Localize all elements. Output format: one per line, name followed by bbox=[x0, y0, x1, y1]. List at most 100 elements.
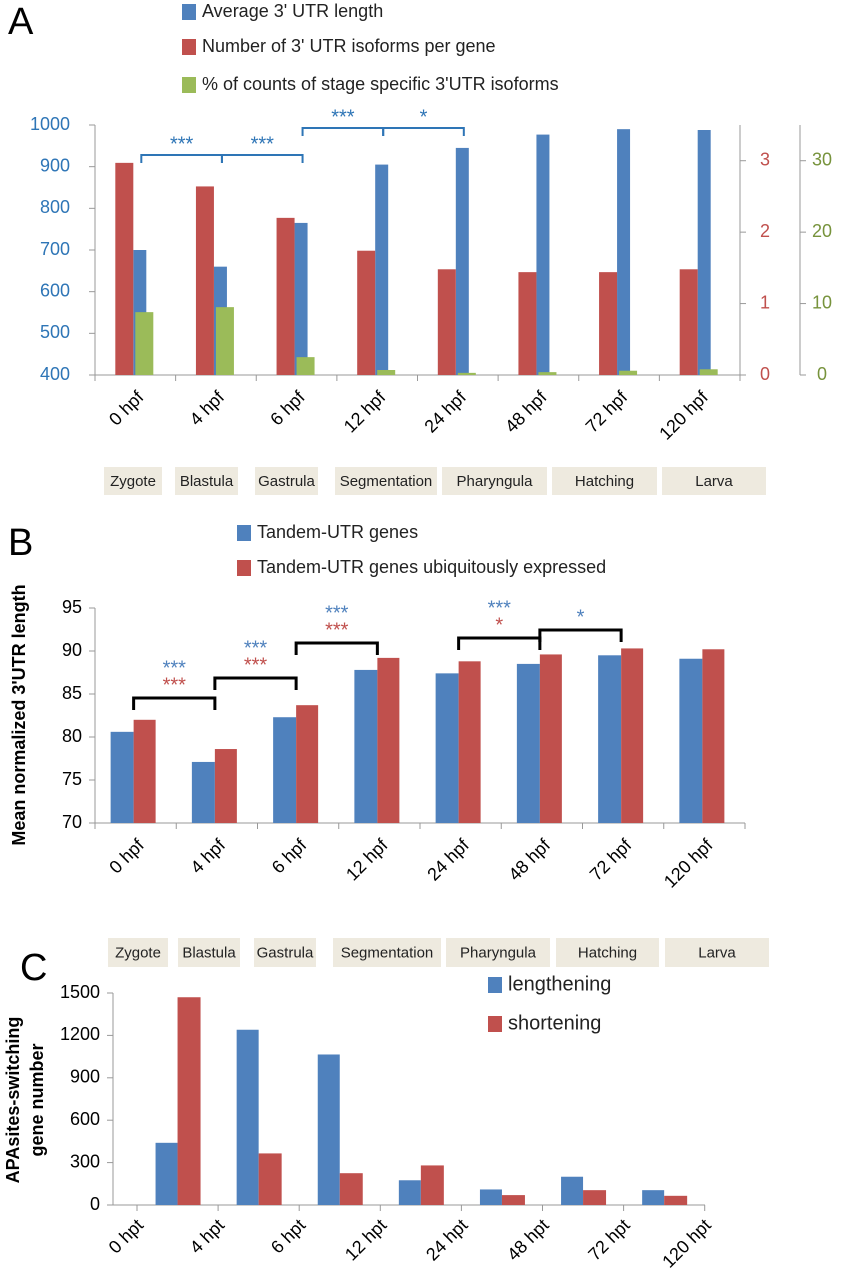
bar bbox=[317, 1054, 340, 1205]
significance-label: *** bbox=[163, 674, 187, 696]
bar bbox=[697, 130, 711, 375]
bar bbox=[357, 250, 376, 375]
legend-label: Average 3' UTR length bbox=[202, 1, 383, 21]
x-tick-label: 72 hpf bbox=[582, 386, 632, 436]
x-tick-label: 24 hpf bbox=[420, 386, 470, 436]
stage-label: Zygote bbox=[115, 944, 161, 961]
x-tick-label: 48 hpf bbox=[505, 834, 555, 884]
y-tick-label: 900 bbox=[70, 1067, 100, 1087]
legend-swatch bbox=[488, 1016, 502, 1032]
y-tick-label: 0 bbox=[90, 1194, 100, 1214]
bar bbox=[375, 164, 389, 375]
stage-label: Pharyngula bbox=[457, 473, 534, 490]
bar bbox=[236, 1029, 259, 1205]
bar bbox=[296, 357, 315, 375]
significance-label: *** bbox=[251, 133, 275, 155]
panel-letter: C bbox=[20, 947, 47, 989]
y-tick-label: 600 bbox=[70, 1109, 100, 1129]
x-tick-label: 6 hpf bbox=[268, 834, 311, 877]
y-tick-label: 1 bbox=[760, 292, 770, 312]
bar bbox=[377, 657, 400, 823]
bar bbox=[455, 147, 469, 375]
bar bbox=[621, 648, 644, 823]
x-tick-label: 0 hpt bbox=[105, 1215, 147, 1257]
x-tick-label: 12 hpt bbox=[341, 1215, 391, 1265]
bar bbox=[215, 307, 234, 375]
stage-box bbox=[662, 467, 766, 495]
stage-box bbox=[335, 467, 437, 495]
x-tick-label: 6 hpt bbox=[267, 1215, 309, 1257]
y-tick-label: 1200 bbox=[60, 1024, 100, 1044]
significance-bracket bbox=[382, 127, 465, 136]
stage-box bbox=[552, 467, 657, 495]
bar bbox=[699, 369, 718, 375]
y-tick-label: 700 bbox=[40, 239, 70, 259]
stage-box bbox=[178, 938, 240, 967]
bar bbox=[135, 312, 154, 375]
bar bbox=[398, 1180, 421, 1205]
y-tick-label: 30 bbox=[812, 149, 832, 169]
stage-box bbox=[446, 938, 550, 967]
stage-box bbox=[108, 938, 168, 967]
y-tick-label: 2 bbox=[760, 221, 770, 241]
significance-bracket bbox=[140, 154, 223, 163]
bar bbox=[583, 1190, 607, 1205]
y-tick-label: 600 bbox=[40, 280, 70, 300]
x-tick-label: 72 hpt bbox=[584, 1215, 634, 1265]
bar bbox=[679, 658, 703, 823]
significance-bracket bbox=[132, 696, 217, 710]
x-tick-label: 72 hpf bbox=[586, 834, 636, 884]
stage-label: Blastula bbox=[182, 944, 236, 961]
y-tick-label: 90 bbox=[62, 640, 82, 660]
x-tick-label: 24 hpf bbox=[423, 834, 473, 884]
x-tick-label: 6 hpf bbox=[266, 386, 309, 429]
stage-label: Blastula bbox=[180, 473, 234, 490]
legend-label: Tandem-UTR genes bbox=[257, 522, 418, 542]
y-tick-label: 1500 bbox=[60, 982, 100, 1002]
significance-label: *** bbox=[170, 133, 194, 155]
legend-label: Tandem-UTR genes ubiquitously expressed bbox=[257, 557, 606, 577]
legend-label: % of counts of stage specific 3'UTR isof… bbox=[202, 74, 559, 94]
stage-label: Pharyngula bbox=[460, 944, 537, 961]
y-tick-label: 0 bbox=[760, 364, 770, 384]
x-tick-label: 0 hpf bbox=[105, 386, 148, 429]
y-tick-label: 300 bbox=[70, 1151, 100, 1171]
significance-bracket bbox=[294, 641, 379, 655]
bar bbox=[516, 663, 540, 823]
legend-label: lengthening bbox=[508, 973, 611, 995]
x-tick-label: 120 hpf bbox=[655, 386, 712, 443]
y-tick-label: 95 bbox=[62, 597, 82, 617]
stage-box bbox=[665, 938, 769, 967]
bar bbox=[679, 269, 698, 375]
bar bbox=[110, 731, 134, 823]
stage-box bbox=[333, 938, 441, 967]
significance-label: *** bbox=[488, 597, 512, 619]
bar bbox=[177, 997, 201, 1205]
bar bbox=[619, 370, 638, 375]
y-tick-label: 500 bbox=[40, 322, 70, 342]
significance-bracket bbox=[220, 154, 304, 163]
bar bbox=[276, 217, 295, 375]
bar bbox=[115, 162, 134, 375]
stage-label: Segmentation bbox=[341, 944, 434, 961]
bar bbox=[458, 661, 481, 823]
bar bbox=[435, 673, 459, 823]
bar bbox=[457, 372, 476, 375]
y-tick-label: 85 bbox=[62, 683, 82, 703]
legend-label: shortening bbox=[508, 1012, 601, 1034]
bar bbox=[377, 370, 396, 375]
y-tick-label: 0 bbox=[817, 364, 827, 384]
significance-label: *** bbox=[325, 602, 349, 624]
x-tick-label: 0 hpf bbox=[105, 834, 148, 877]
bar bbox=[195, 186, 214, 375]
bar bbox=[479, 1189, 502, 1205]
x-tick-label: 24 hpt bbox=[422, 1215, 472, 1265]
panel-letter: A bbox=[8, 1, 34, 43]
stage-label: Segmentation bbox=[340, 473, 433, 490]
stage-box bbox=[175, 467, 238, 495]
significance-bracket bbox=[301, 127, 385, 136]
bar bbox=[598, 655, 622, 823]
stage-label: Zygote bbox=[110, 473, 156, 490]
bar bbox=[133, 719, 156, 823]
